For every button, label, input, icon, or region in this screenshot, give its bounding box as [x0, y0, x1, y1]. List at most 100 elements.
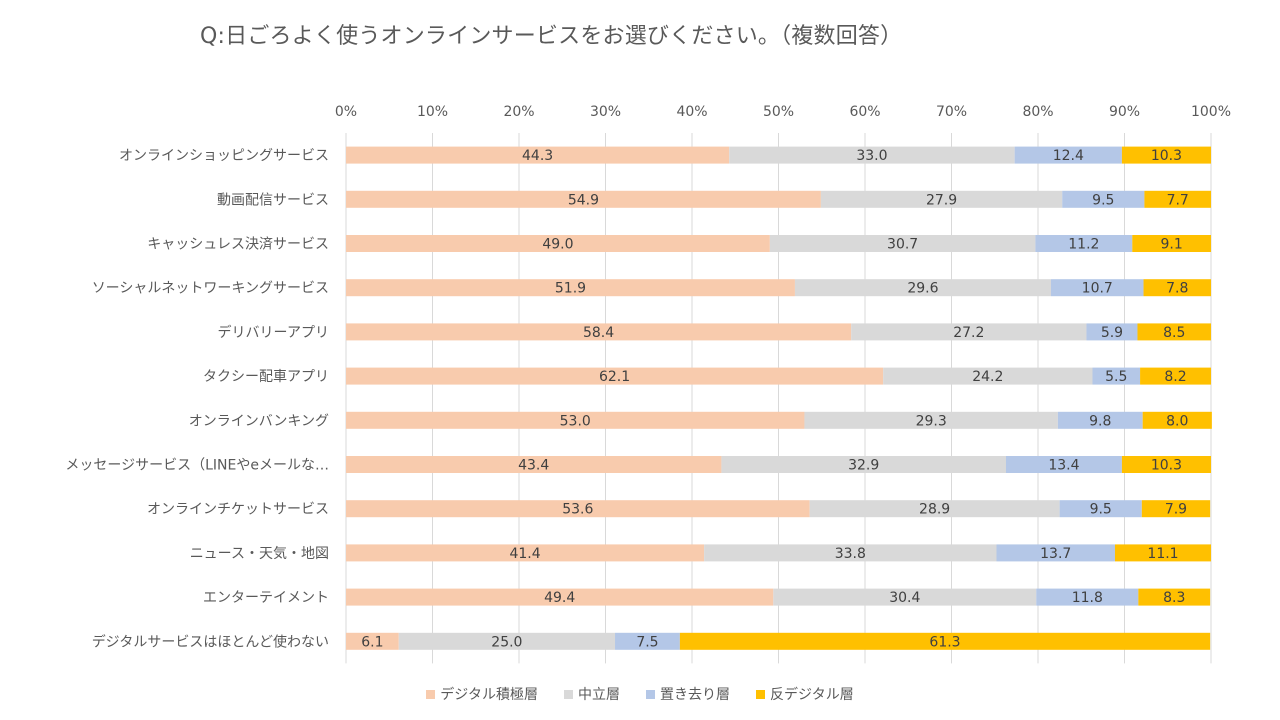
data-label: 41.4 — [509, 546, 540, 562]
data-label: 53.6 — [562, 502, 593, 518]
data-label: 53.0 — [560, 413, 591, 429]
data-label: 30.4 — [889, 590, 920, 606]
data-label: 13.7 — [1040, 546, 1071, 562]
x-tick-label: 40% — [676, 104, 707, 120]
bar-segment — [1092, 367, 1141, 385]
data-label: 24.2 — [972, 369, 1003, 385]
data-label: 43.4 — [518, 458, 549, 474]
data-label: 29.6 — [907, 281, 938, 297]
bar-segment — [615, 632, 680, 650]
data-label: 13.4 — [1048, 458, 1079, 474]
bar-segment — [1142, 411, 1212, 429]
x-tick-label: 0% — [335, 104, 357, 120]
data-label: 8.5 — [1163, 325, 1185, 341]
data-label: 44.3 — [522, 148, 553, 164]
data-label: 27.2 — [953, 325, 984, 341]
legend-label-left-behind: 置き去り層 — [660, 687, 730, 703]
data-label: 7.9 — [1165, 502, 1187, 518]
data-label: 7.8 — [1166, 281, 1188, 297]
data-label: 9.8 — [1089, 413, 1111, 429]
chart-title: Q:日ごろよく使うオンラインサービスをお選びください。（複数回答） — [200, 24, 903, 49]
x-tick-label: 90% — [1109, 104, 1140, 120]
bar-segment — [1141, 500, 1211, 518]
data-label: 25.0 — [491, 634, 522, 650]
bar-segment — [1050, 279, 1144, 297]
legend-swatch-active — [426, 689, 436, 699]
legend-swatch-neutral — [564, 689, 573, 699]
category-label: デリバリーアプリ — [218, 324, 329, 341]
data-label: 27.9 — [926, 192, 957, 208]
bar-segment — [1057, 411, 1143, 429]
bar-segment — [1140, 367, 1211, 385]
data-label: 10.3 — [1151, 458, 1182, 474]
data-label: 7.7 — [1167, 192, 1189, 208]
x-tick-label: 100% — [1191, 104, 1231, 120]
bar-segment — [346, 146, 730, 164]
data-label: 54.9 — [568, 192, 599, 208]
data-label: 7.5 — [636, 634, 658, 650]
data-label: 33.0 — [856, 148, 887, 164]
category-label: メッセージサービス（LINEやeメールな… — [65, 458, 329, 474]
data-label: 8.2 — [1164, 369, 1186, 385]
bar-segment — [1137, 323, 1211, 341]
category-label: 動画配信サービス — [217, 192, 329, 208]
bar-segment — [1035, 235, 1133, 252]
bar-segment — [1132, 235, 1211, 252]
bar-segment — [804, 411, 1058, 429]
bar-segment — [346, 500, 810, 518]
legend-item-neutral: 中立層 — [564, 684, 620, 704]
data-label: 30.7 — [887, 237, 918, 253]
category-label: オンラインショッピングサービス — [119, 148, 329, 164]
data-label: 33.8 — [835, 546, 866, 562]
bar-segment — [1086, 323, 1138, 341]
data-label: 9.1 — [1161, 237, 1183, 253]
data-label: 9.5 — [1090, 502, 1112, 518]
category-label: キャッシュレス決済サービス — [147, 237, 329, 253]
data-label: 10.7 — [1082, 281, 1113, 297]
bar-segment — [346, 235, 770, 252]
category-label: エンターテイメント — [203, 590, 329, 606]
category-label: オンラインバンキング — [189, 413, 329, 429]
category-label: ニュース・天気・地図 — [190, 546, 329, 562]
bar-segment — [1062, 190, 1145, 208]
bar-segment — [346, 323, 852, 341]
data-label: 9.5 — [1092, 192, 1114, 208]
bar-segment — [729, 146, 1015, 164]
data-label: 49.4 — [544, 590, 575, 606]
category-label: ソーシャルネットワーキングサービス — [92, 281, 329, 297]
bar-segment — [346, 456, 722, 473]
x-tick-label: 30% — [590, 104, 621, 120]
bar-segment — [1014, 146, 1122, 164]
data-label: 10.3 — [1151, 148, 1182, 164]
bar-segment — [346, 588, 774, 606]
x-tick-label: 80% — [1022, 104, 1053, 120]
bar-segment — [346, 411, 805, 429]
bar-segment — [809, 500, 1060, 518]
data-label: 11.8 — [1072, 590, 1103, 606]
data-label: 8.3 — [1163, 590, 1185, 606]
bar-segment — [704, 544, 997, 562]
bar-segment — [346, 632, 399, 650]
data-label: 62.1 — [599, 369, 630, 385]
bar-segment — [883, 367, 1093, 385]
bar-segment — [769, 235, 1036, 252]
category-label: デジタルサービスはほとんど使わない — [92, 633, 329, 650]
data-label: 49.0 — [542, 237, 573, 253]
data-label: 5.5 — [1105, 369, 1127, 385]
bar-segment — [773, 588, 1037, 606]
legend-swatch-anti-digital — [756, 689, 765, 699]
x-tick-label: 70% — [936, 104, 967, 120]
data-label: 6.1 — [361, 634, 383, 650]
bar-segment — [1143, 279, 1211, 297]
legend-label-anti-digital: 反デジタル層 — [770, 687, 854, 703]
bar-segment — [851, 323, 1087, 341]
category-label: タクシー配車アプリ — [203, 368, 329, 385]
data-label: 29.3 — [916, 413, 947, 429]
data-label: 12.4 — [1053, 148, 1084, 164]
legend-swatch-left-behind — [646, 689, 655, 699]
data-label: 8.0 — [1166, 413, 1188, 429]
bar-segment — [1138, 588, 1211, 606]
bar-segment — [1121, 146, 1211, 164]
data-label: 58.4 — [583, 325, 614, 341]
